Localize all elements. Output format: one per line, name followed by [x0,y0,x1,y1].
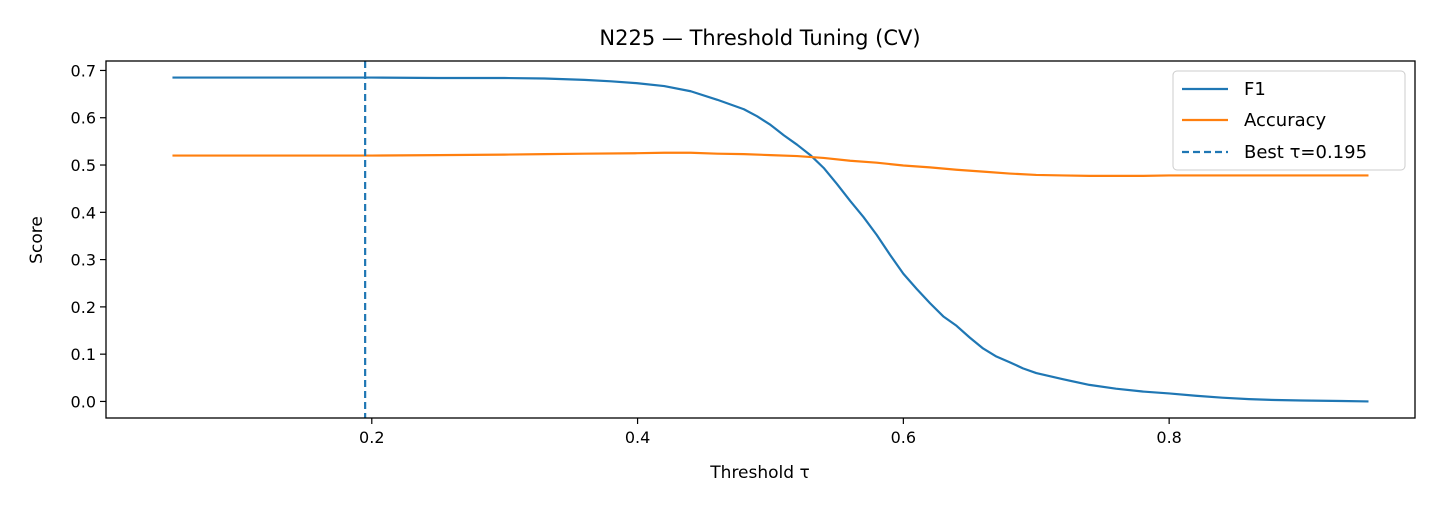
series-line-f1 [172,76,1369,403]
legend: F1 Accuracy Best τ=0.195 [1172,70,1406,171]
legend-box [1172,70,1406,171]
chart-title: N225 — Threshold Tuning (CV) [599,26,920,50]
legend-label-best-threshold: Best τ=0.195 [1244,142,1367,163]
x-tick-label: 0.2 [359,428,384,447]
y-tick-label: 0.2 [71,298,96,317]
y-tick-label: 0.1 [71,345,96,364]
y-tick-label: 0.4 [71,203,96,222]
y-axis-label: Score [27,216,47,264]
y-tick-label: 0.6 [71,109,96,128]
y-tick-label: 0.7 [71,61,96,80]
y-tick-label: 0.0 [71,392,96,411]
x-tick-label: 0.8 [1156,428,1181,447]
x-axis-label: Threshold τ [709,463,809,483]
x-tick-label: 0.6 [891,428,916,447]
plot-frame [105,60,1416,419]
series-line-accuracy [172,151,1369,177]
y-tick-label: 0.5 [71,156,96,175]
y-tick-label: 0.3 [71,251,96,270]
legend-label-f1: F1 [1244,79,1266,100]
legend-label-accuracy: Accuracy [1244,110,1327,131]
x-tick-label: 0.4 [625,428,650,447]
